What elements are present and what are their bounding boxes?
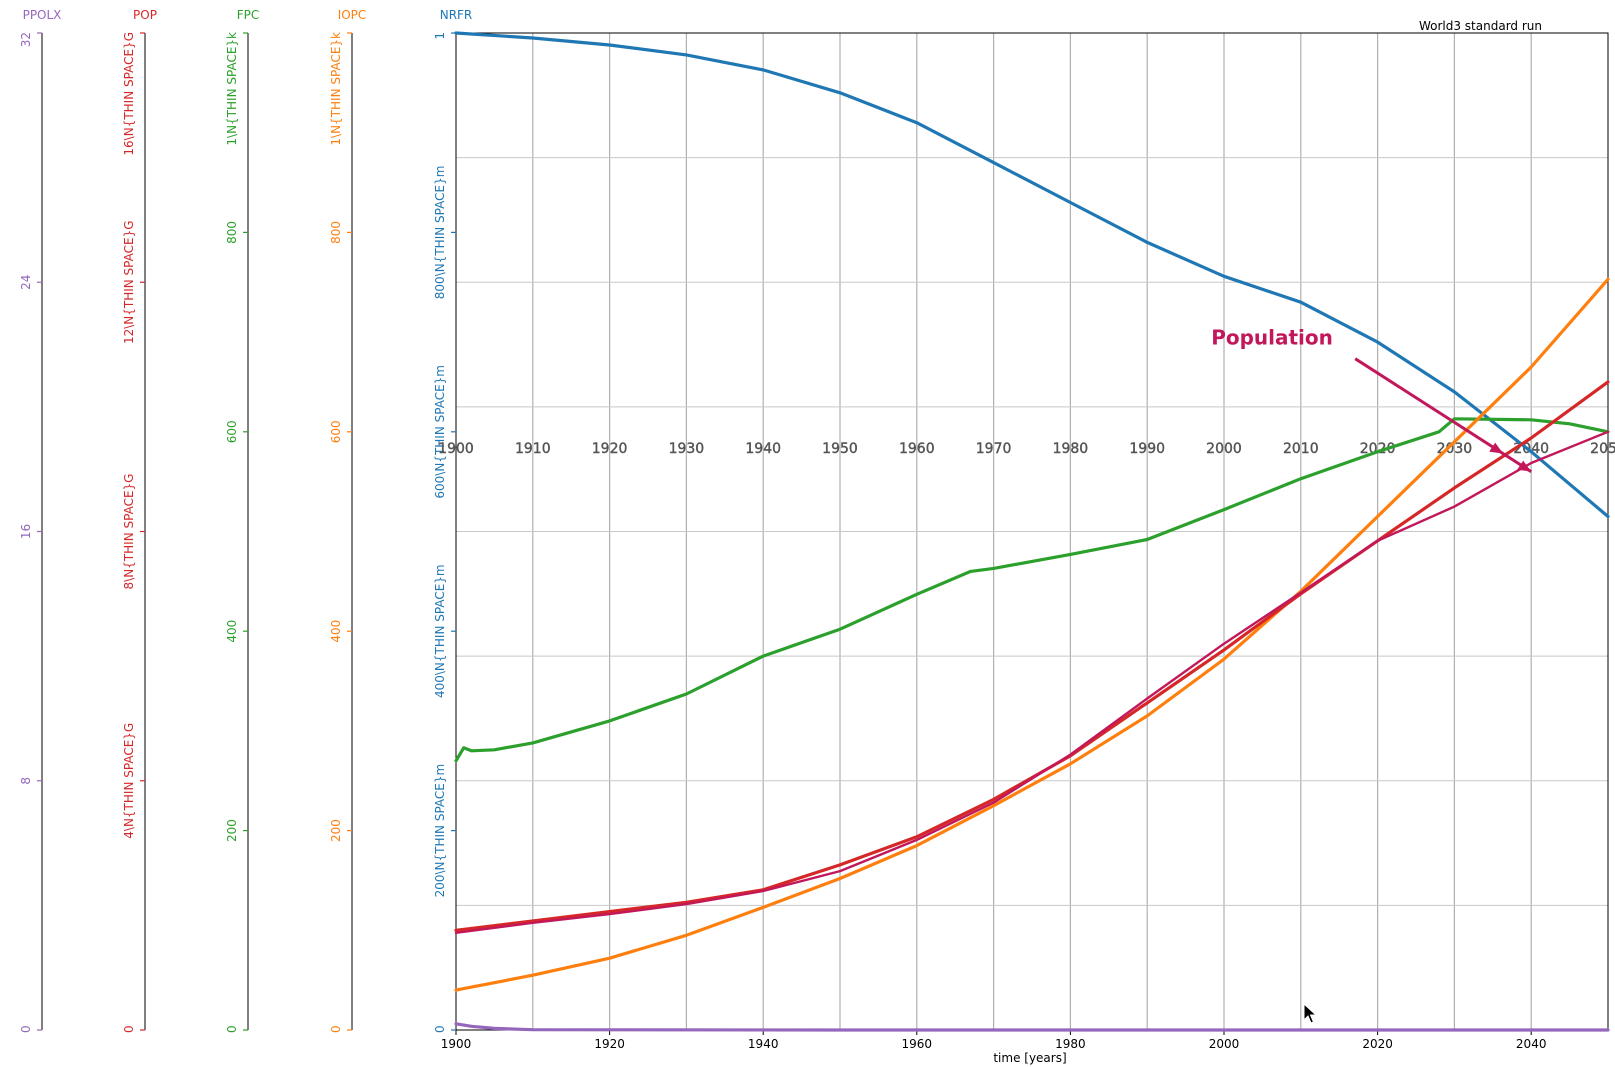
series-lines <box>454 31 1610 1032</box>
y-tick-label: 4\N{THIN SPACE}G <box>122 723 136 839</box>
grid <box>456 33 1608 1030</box>
y-tick-label: 200\N{THIN SPACE}m <box>433 764 447 898</box>
overlay-year-label: 1900 <box>438 441 474 457</box>
y-tick-label: 8\N{THIN SPACE}G <box>122 474 136 590</box>
y-tick-label: 400 <box>225 620 239 643</box>
x-tick-label: 1920 <box>594 1037 625 1051</box>
arrowhead-icon <box>1517 460 1532 472</box>
y-tick-label: 200 <box>225 819 239 842</box>
x-tick-label: 1980 <box>1055 1037 1086 1051</box>
y-tick-label: 16 <box>19 524 33 539</box>
overlay-year-label: 1940 <box>745 441 781 457</box>
y-tick-label: 200 <box>329 819 343 842</box>
overlay-year-label: 1910 <box>515 441 551 457</box>
y-tick-label: 1 <box>433 32 447 40</box>
mouse-cursor-icon <box>1303 1003 1317 1024</box>
overlay-year-labels: 1900 1910 1920 1930 1940 1950 1960 1970 1980 1990… <box>438 441 1615 457</box>
y-tick-label: 600\N{THIN SPACE}m <box>433 365 447 499</box>
y-tick-label: 0 <box>19 1025 33 1033</box>
series-line-ppolx <box>454 1022 1610 1032</box>
series-line-nrfr <box>454 31 1610 519</box>
series-line-fpc <box>454 417 1610 763</box>
y-tick-label: 0 <box>433 1025 447 1033</box>
y-axis-fpc: FPC 0 200 400 600 800 1\N{THIN SPACE}k <box>225 8 259 1033</box>
x-tick-label: 2040 <box>1516 1037 1547 1051</box>
overlay-year-label: 2020 <box>1360 441 1396 457</box>
x-tick-label: 1960 <box>902 1037 933 1051</box>
y-tick-label: 16\N{THIN SPACE}G <box>122 32 136 156</box>
overlay-year-label: 2030 <box>1437 441 1473 457</box>
annotation-label: Population <box>1211 326 1333 350</box>
y-tick-label: 800 <box>225 221 239 244</box>
y-axis-nrfr: NRFR 0 200\N{THIN SPACE}m 400\N{THIN SPACE}… <box>433 8 472 1033</box>
y-axis-name: POP <box>133 8 157 22</box>
overlay-year-label: 1960 <box>899 441 935 457</box>
y-axis-iopc: IOPC 0 200 400 600 800 1\N{THIN SPACE}k <box>329 8 366 1033</box>
y-axis-name: NRFR <box>440 8 473 22</box>
overlay-year-label: 1970 <box>976 441 1012 457</box>
overlay-year-label: 2050 <box>1590 441 1615 457</box>
y-axes: PPOLX 0 8 16 24 32 POP 0 4\N{THIN SPACE}G 8\N{THI… <box>19 8 472 1033</box>
y-tick-label: 8 <box>19 777 33 785</box>
series-line-unlabeled <box>454 430 1610 934</box>
y-tick-label: 800\N{THIN SPACE}m <box>433 166 447 300</box>
y-axis-name: FPC <box>237 8 260 22</box>
overlay-year-label: 1980 <box>1053 441 1089 457</box>
y-axis-ppolx: PPOLX 0 8 16 24 32 <box>19 8 61 1033</box>
y-tick-label: 0 <box>225 1025 239 1033</box>
y-tick-label: 32 <box>19 32 33 47</box>
y-tick-label: 12\N{THIN SPACE}G <box>122 220 136 344</box>
arrowhead-icon <box>1489 442 1504 454</box>
y-tick-label: 1\N{THIN SPACE}k <box>329 32 343 146</box>
y-tick-label: 400\N{THIN SPACE}m <box>433 564 447 698</box>
x-tick-label: 2000 <box>1209 1037 1240 1051</box>
overlay-year-label: 1990 <box>1129 441 1165 457</box>
y-tick-label: 24 <box>19 275 33 290</box>
y-tick-label: 600 <box>329 420 343 443</box>
y-axis-name: PPOLX <box>23 8 62 22</box>
overlay-year-label: 2000 <box>1206 441 1242 457</box>
x-axis-label: time [years] <box>993 1051 1066 1065</box>
y-tick-label: 0 <box>122 1025 136 1033</box>
y-tick-label: 0 <box>329 1025 343 1033</box>
overlay-year-label: 2010 <box>1283 441 1319 457</box>
overlay-year-label: 1930 <box>669 441 705 457</box>
overlay-year-label: 1920 <box>592 441 628 457</box>
x-tick-label: 1940 <box>748 1037 779 1051</box>
x-tick-label: 1900 <box>441 1037 472 1051</box>
x-axis-ticks: 1900 1920 1940 1960 1980 2000 2020 2040 <box>441 1030 1547 1051</box>
y-tick-label: 400 <box>329 620 343 643</box>
x-tick-label: 2020 <box>1362 1037 1393 1051</box>
series-line-iopc <box>454 277 1610 992</box>
y-tick-label: 1\N{THIN SPACE}k <box>225 32 239 146</box>
y-tick-label: 800 <box>329 221 343 244</box>
annotations: Population <box>1211 326 1533 473</box>
overlay-year-label: 1950 <box>822 441 858 457</box>
y-axis-pop: POP 0 4\N{THIN SPACE}G 8\N{THIN SPACE}G 12\N… <box>122 8 157 1033</box>
chart-title: World3 standard run <box>1419 19 1542 33</box>
y-axis-name: IOPC <box>338 8 367 22</box>
y-tick-label: 600 <box>225 420 239 443</box>
